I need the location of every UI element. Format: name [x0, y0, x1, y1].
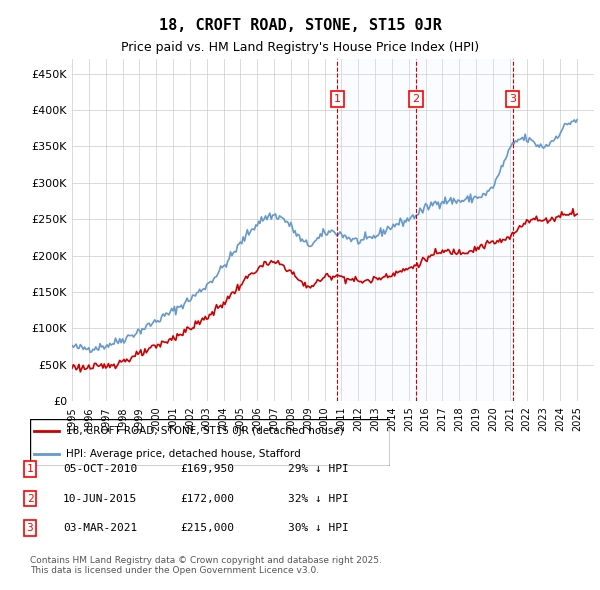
Text: 10-JUN-2015: 10-JUN-2015: [63, 494, 137, 503]
Text: 29% ↓ HPI: 29% ↓ HPI: [288, 464, 349, 474]
Text: 3: 3: [26, 523, 34, 533]
Text: £215,000: £215,000: [180, 523, 234, 533]
Bar: [416, 59, 512, 401]
Bar: [337, 59, 416, 401]
Text: 03-MAR-2021: 03-MAR-2021: [63, 523, 137, 533]
Text: 2: 2: [26, 494, 34, 503]
Text: 2: 2: [413, 94, 420, 104]
Text: 18, CROFT ROAD, STONE, ST15 0JR (detached house): 18, CROFT ROAD, STONE, ST15 0JR (detache…: [66, 426, 344, 435]
Text: 3: 3: [509, 94, 516, 104]
Text: 32% ↓ HPI: 32% ↓ HPI: [288, 494, 349, 503]
Text: HPI: Average price, detached house, Stafford: HPI: Average price, detached house, Staf…: [66, 450, 301, 459]
Text: £172,000: £172,000: [180, 494, 234, 503]
Text: 30% ↓ HPI: 30% ↓ HPI: [288, 523, 349, 533]
Text: 1: 1: [26, 464, 34, 474]
Text: 18, CROFT ROAD, STONE, ST15 0JR: 18, CROFT ROAD, STONE, ST15 0JR: [158, 18, 442, 32]
Text: Contains HM Land Registry data © Crown copyright and database right 2025.
This d: Contains HM Land Registry data © Crown c…: [30, 556, 382, 575]
Text: 1: 1: [334, 94, 341, 104]
Text: £169,950: £169,950: [180, 464, 234, 474]
Text: 05-OCT-2010: 05-OCT-2010: [63, 464, 137, 474]
Text: Price paid vs. HM Land Registry's House Price Index (HPI): Price paid vs. HM Land Registry's House …: [121, 41, 479, 54]
